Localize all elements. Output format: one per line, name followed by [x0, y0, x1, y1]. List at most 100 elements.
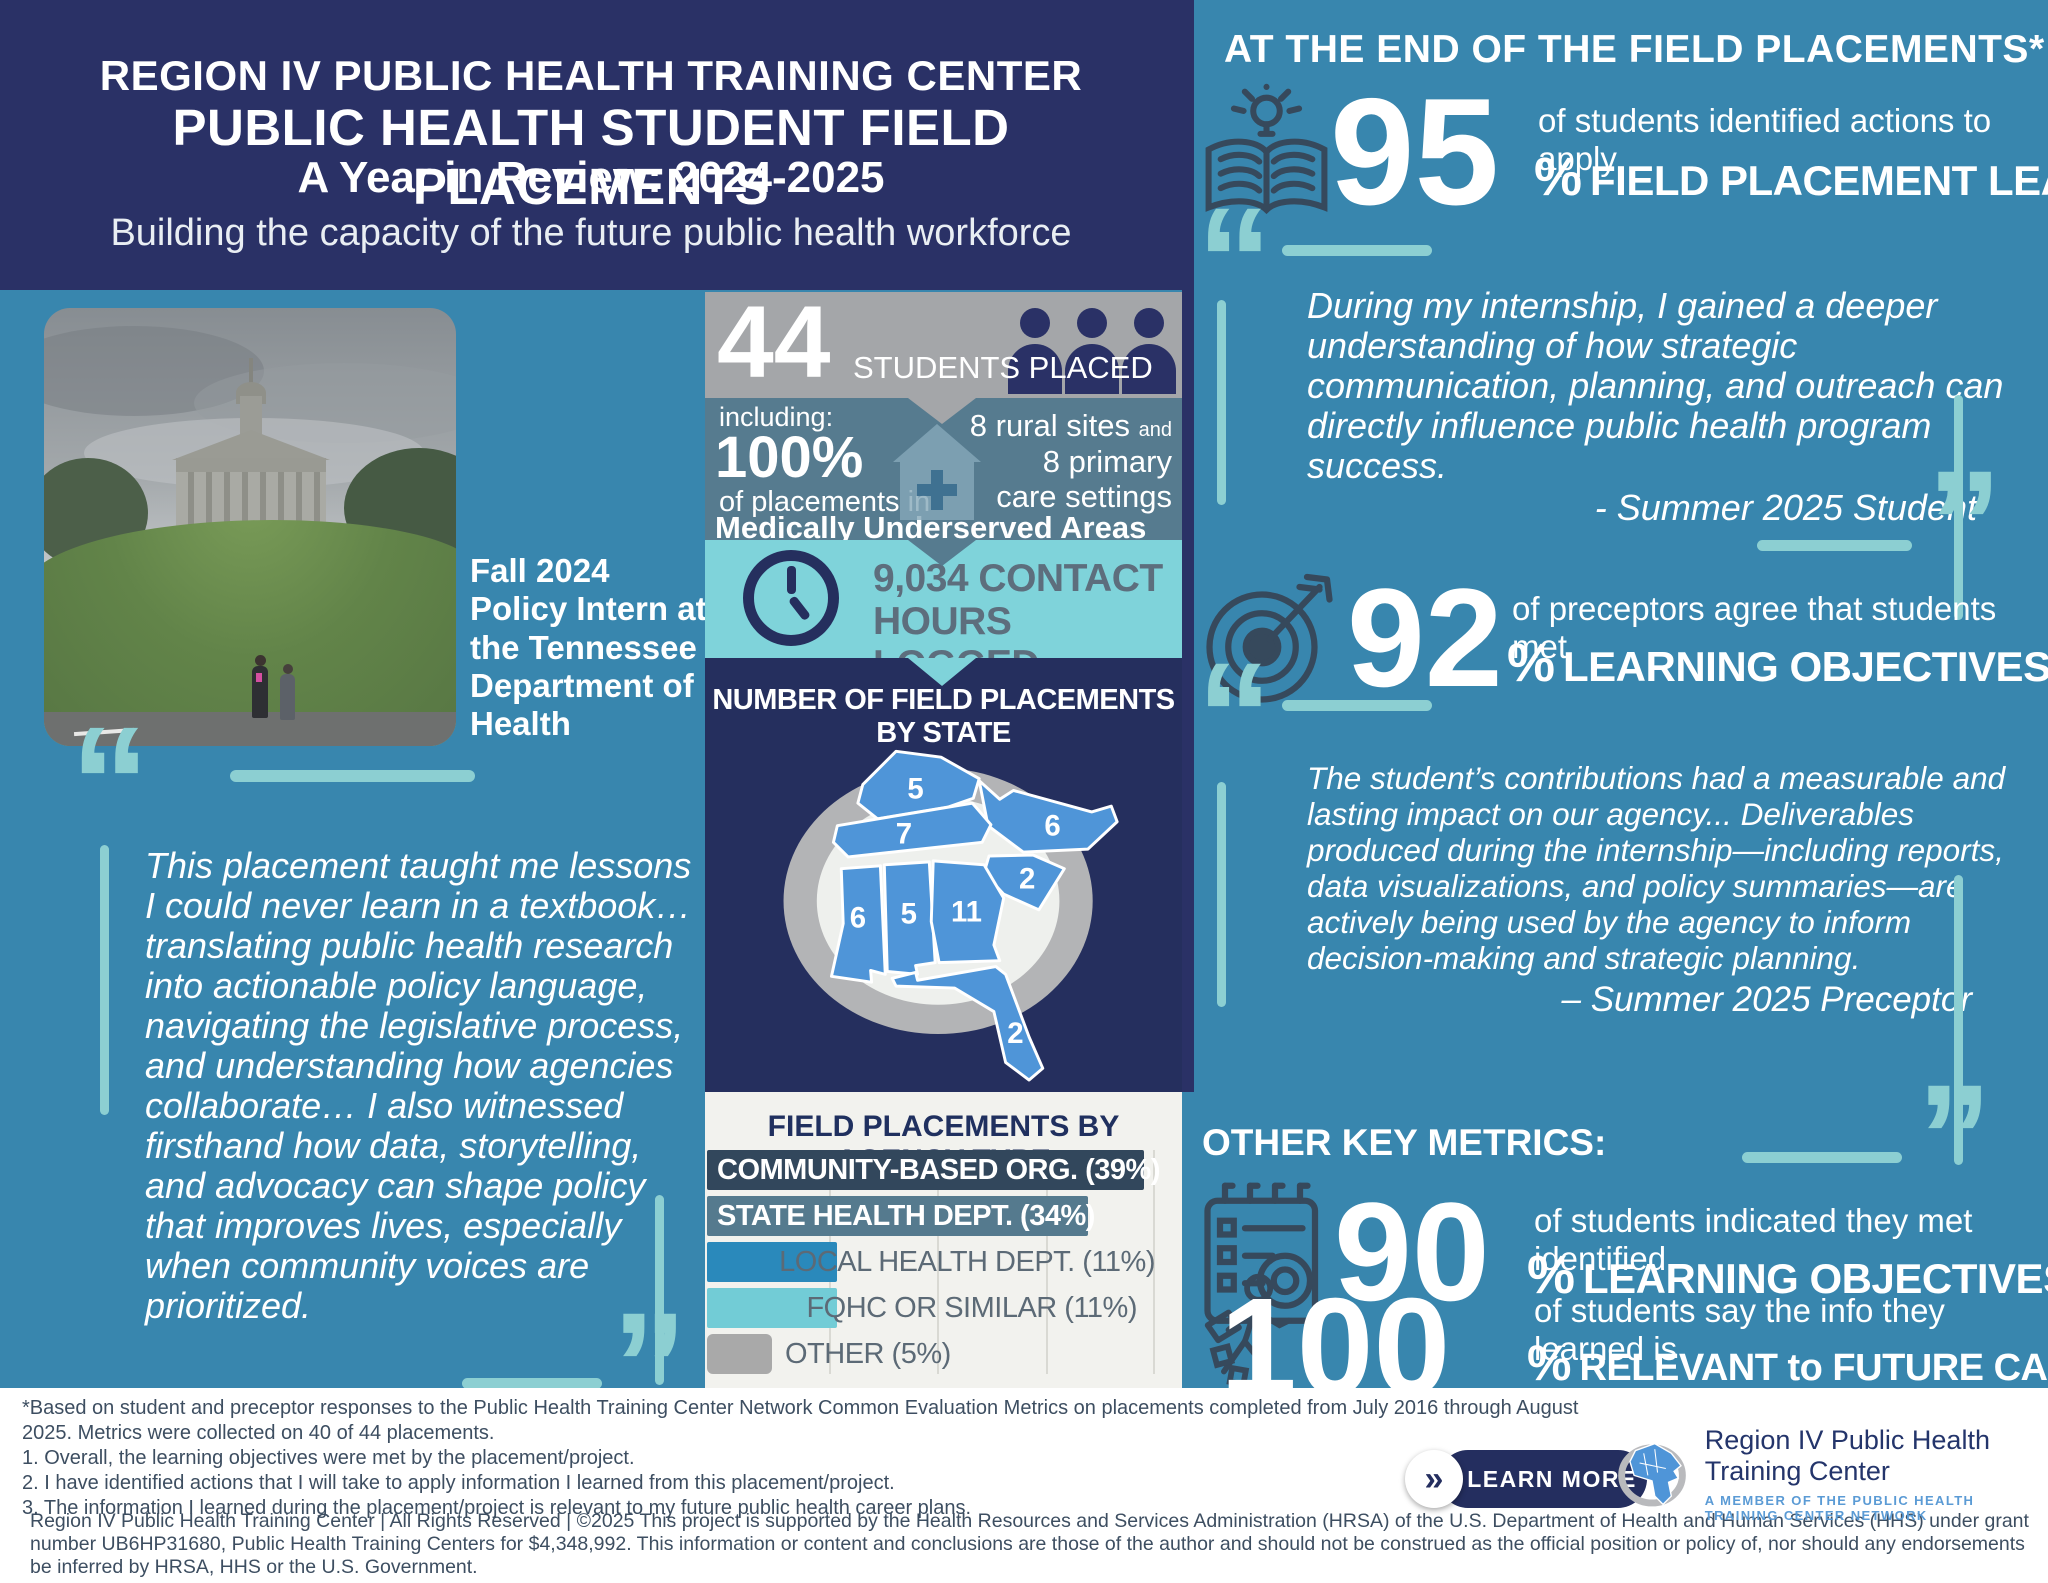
stat-92-description: of preceptors agree that students met: [1512, 590, 1997, 665]
primary-care-line2: care settings: [996, 479, 1172, 515]
open-quote-icon: “: [1197, 631, 1272, 799]
footnote-line: 2. I have identified actions that I will…: [22, 1472, 895, 1494]
quote-accent-line: [462, 1378, 602, 1389]
mua-percent: 100%: [715, 425, 864, 490]
stat-100-metric: % RELEVANT to FUTURE CAREER: [1527, 1334, 2048, 1388]
intern-photo: [44, 308, 456, 746]
gridline: [1046, 1150, 1048, 1374]
logo-title: Region IV Public Health Training Center: [1704, 1425, 1990, 1486]
stat-95-metric: % FIELD PLACEMENT LEARNING: [1534, 146, 2048, 208]
learn-more-button[interactable]: » LEARN MORE: [1405, 1450, 1647, 1508]
stat-92-label: LEARNING OBJECTIVES: [1563, 643, 2048, 690]
region4-phtc-logo: Region IV Public Health Training Center …: [1612, 1418, 2048, 1530]
state-north-carolina-shape: [977, 779, 1119, 854]
header-org-name: REGION IV PUBLIC HEALTH TRAINING CENTER: [99, 52, 1083, 99]
bar-community-based-org: [707, 1150, 1144, 1190]
open-quote-icon: “: [70, 693, 150, 872]
and-label: and: [1138, 419, 1172, 441]
stat-90-label: LEARNING OBJECTIVES: [1583, 1255, 2048, 1302]
primary-care-line1: 8 primary: [1042, 443, 1172, 479]
photo-person-2: [280, 674, 295, 720]
map-value-mississippi: 6: [850, 901, 866, 934]
book-lightbulb-icon: [1194, 82, 1339, 234]
person-icon: [1008, 308, 1062, 394]
bar-state-health-dept: [707, 1196, 1088, 1236]
state-florida-shape: [890, 965, 1045, 1082]
percent-sign: %: [1534, 147, 1583, 207]
bar-row: COMMUNITY-BASED ORG. (39%): [707, 1150, 1160, 1190]
bar-fqhc-or-similar: [707, 1288, 837, 1328]
photo-capitol-pediment: [172, 430, 330, 460]
photo-caption: Fall 2024 Policy Intern at the Tennessee…: [470, 552, 707, 743]
underserved-areas-block: including: 100% of placements in Medical…: [705, 398, 1182, 545]
people-icons: [1008, 308, 1176, 394]
stat-90-metric: % LEARNING OBJECTIVES: [1527, 1244, 2048, 1306]
right-column-heading: AT THE END OF THE FIELD PLACEMENTS*: [1224, 28, 2045, 71]
logo-map-icon: [1618, 1442, 1686, 1507]
close-quote-icon: ”: [1927, 439, 2002, 607]
state-kentucky-shape: [856, 749, 981, 821]
page-subtitle-year: A Year in Review: 2024-2025: [297, 153, 885, 202]
quote-accent-vline: [100, 845, 109, 1115]
stat-90-number: 90: [1334, 1173, 1490, 1330]
bar-row: LOCAL HEALTH DEPT. (11%): [707, 1242, 1155, 1282]
bar-label: FQHC OR SIMILAR (11%): [806, 1292, 1137, 1324]
gridline: [937, 1150, 939, 1374]
footnotes: *Based on student and preceptor response…: [22, 1396, 1622, 1521]
right-column: AT THE END OF THE FIELD PLACEMENTS* 95 o…: [1182, 0, 2048, 1388]
bar-row: FQHC OR SIMILAR (11%): [707, 1288, 1155, 1328]
block-notch: [908, 658, 976, 686]
checklist-target-icon: [1190, 1178, 1340, 1336]
person-icon: [1122, 308, 1176, 394]
photo-grass-hill: [44, 520, 456, 746]
quote-attribution: – Summer 2025 Preceptor: [1561, 980, 1972, 1019]
bar-row: OTHER (5%): [707, 1334, 1155, 1374]
map-value-alabama: 5: [901, 898, 917, 931]
students-placed-number: 44: [717, 285, 831, 399]
quote-accent-vline: [1954, 875, 1963, 1165]
map-title: NUMBER OF FIELD PLACEMENTS BY STATE: [712, 684, 1175, 749]
bar-row: STATE HEALTH DEPT. (34%): [707, 1196, 1155, 1236]
quote-accent-vline: [655, 1195, 664, 1385]
stat-100-number: 100: [1220, 1270, 1451, 1388]
quote-accent-line: [1282, 700, 1432, 711]
open-quote-icon: “: [1197, 176, 1272, 344]
quote-accent-vline: [1217, 300, 1226, 505]
map-value-tennessee: 7: [896, 817, 912, 850]
quote-accent-line: [1282, 245, 1432, 256]
quote-accent-line: [1757, 540, 1912, 551]
footnote-line: 3. The information I learned during the …: [22, 1497, 972, 1519]
target-arrow-icon: [1197, 562, 1347, 712]
person-icon: [1065, 308, 1119, 394]
stat-100-description: of students say the info they learned is: [1534, 1292, 1945, 1367]
including-label: including:: [719, 402, 834, 432]
state-alabama-shape: [882, 860, 937, 976]
map-value-south-carolina: 2: [1019, 862, 1035, 895]
footer: *Based on student and preceptor response…: [0, 1388, 2048, 1583]
map-value-north-carolina: 6: [1044, 809, 1060, 842]
students-placed-label: STUDENTS PLACED: [853, 350, 1153, 385]
map-value-kentucky: 5: [907, 772, 923, 805]
block-notch: [908, 540, 976, 566]
bar-label: OTHER (5%): [785, 1338, 951, 1370]
stat-100-label: RELEVANT to FUTURE CAREER: [1579, 1347, 2048, 1388]
photo-person-1-head: [255, 655, 266, 666]
students-placed-block: 44 STUDENTS PLACED: [705, 285, 1182, 399]
bar-other: [707, 1334, 772, 1374]
stat-90-description: of students indicated they met identifie…: [1534, 1202, 1973, 1277]
photo-pink-ribbon: [256, 673, 262, 682]
mua-prefix: of placements in: [719, 486, 931, 518]
percent-sign: %: [1507, 633, 1556, 693]
stat-92-metric: % LEARNING OBJECTIVES: [1507, 632, 2048, 694]
clock-icon: [743, 550, 839, 646]
block-notch: [908, 398, 976, 424]
header-tagline: Building the capacity of the future publ…: [110, 212, 1072, 254]
bar-label: STATE HEALTH DEPT. (34%): [717, 1200, 1095, 1232]
learn-more-label: LEARN MORE: [1439, 1450, 1647, 1508]
person-career-icon: [1184, 1272, 1324, 1388]
stat-95-number: 95: [1330, 67, 1500, 237]
photo-capitol-spire: [249, 358, 253, 384]
preceptor-quote-summer2025: The student’s contributions had a measur…: [1307, 760, 2012, 1018]
double-chevron-icon: »: [1405, 1450, 1463, 1508]
